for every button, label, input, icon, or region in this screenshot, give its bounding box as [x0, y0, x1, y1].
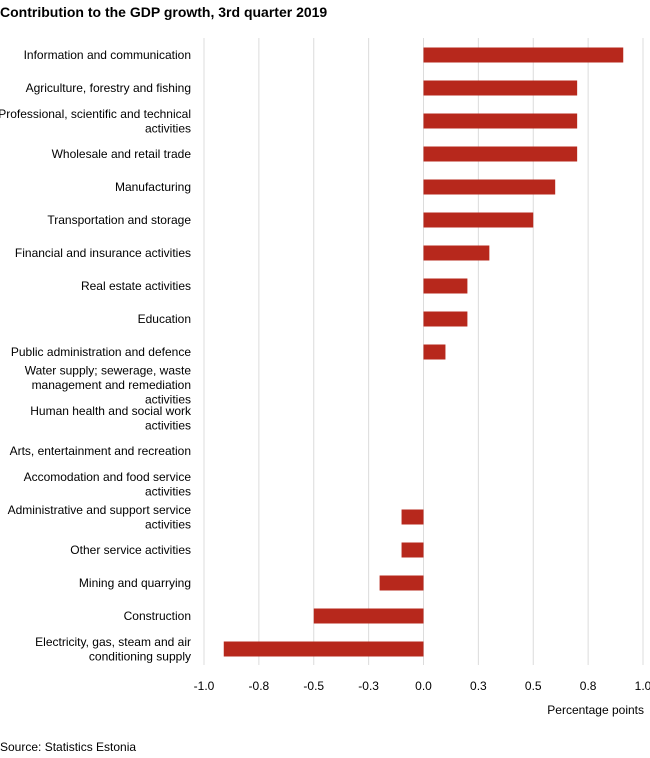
- category-label: activities: [145, 484, 191, 498]
- category-label: Manufacturing: [115, 180, 191, 194]
- category-label: Water supply; sewerage, waste: [25, 364, 192, 378]
- category-label: Arts, entertainment and recreation: [10, 444, 191, 458]
- chart-title: Contribution to the GDP growth, 3rd quar…: [0, 4, 328, 20]
- bar: [423, 311, 468, 327]
- x-tick-label: 0.8: [580, 679, 597, 693]
- x-axis-label: Percentage points: [547, 703, 644, 717]
- x-tick-label: -0.3: [358, 679, 379, 693]
- category-label: Education: [138, 312, 191, 326]
- x-tick-label: 1.0: [635, 679, 650, 693]
- category-label: Administrative and support service: [8, 503, 192, 517]
- x-tick-label: -0.5: [303, 679, 324, 693]
- category-label: activities: [145, 418, 191, 432]
- category-label: Information and communication: [24, 48, 191, 62]
- category-label: Agriculture, forestry and fishing: [26, 81, 191, 95]
- bar: [423, 146, 578, 162]
- x-tick-label: -1.0: [194, 679, 215, 693]
- x-tick-label: 0.3: [470, 679, 487, 693]
- category-label: Financial and insurance activities: [15, 246, 191, 260]
- bar: [423, 245, 490, 261]
- bar: [423, 80, 578, 96]
- x-tick-label: 0.5: [525, 679, 542, 693]
- category-label: Other service activities: [70, 543, 191, 557]
- category-label: Wholesale and retail trade: [52, 147, 192, 161]
- x-tick-label: -0.8: [249, 679, 270, 693]
- category-label: Transportation and storage: [47, 213, 191, 227]
- bar: [423, 344, 446, 360]
- bar: [423, 212, 534, 228]
- category-label: activities: [145, 393, 191, 407]
- category-label: Human health and social work: [30, 404, 192, 418]
- category-label: Mining and quarrying: [79, 576, 191, 590]
- bar: [313, 608, 424, 624]
- category-label: conditioning supply: [89, 649, 191, 663]
- category-label: Professional, scientific and technical: [0, 107, 191, 121]
- category-label: activities: [145, 121, 191, 135]
- bar: [423, 179, 556, 195]
- bar: [423, 278, 468, 294]
- x-tick-label: 0.0: [415, 679, 432, 693]
- category-label: activities: [145, 517, 191, 531]
- bar: [223, 641, 424, 657]
- category-label: Electricity, gas, steam and air: [35, 635, 191, 649]
- source-note: Source: Statistics Estonia: [0, 740, 137, 754]
- bar: [423, 113, 578, 129]
- category-label: Real estate activities: [81, 279, 191, 293]
- category-label: Public administration and defence: [11, 345, 191, 359]
- bar: [379, 575, 424, 591]
- bar: [423, 47, 624, 63]
- bar: [401, 542, 424, 558]
- category-label: Construction: [124, 609, 191, 623]
- category-label: management and remediation: [32, 378, 191, 392]
- bar: [401, 509, 424, 525]
- category-label: Accomodation and food service: [24, 470, 192, 484]
